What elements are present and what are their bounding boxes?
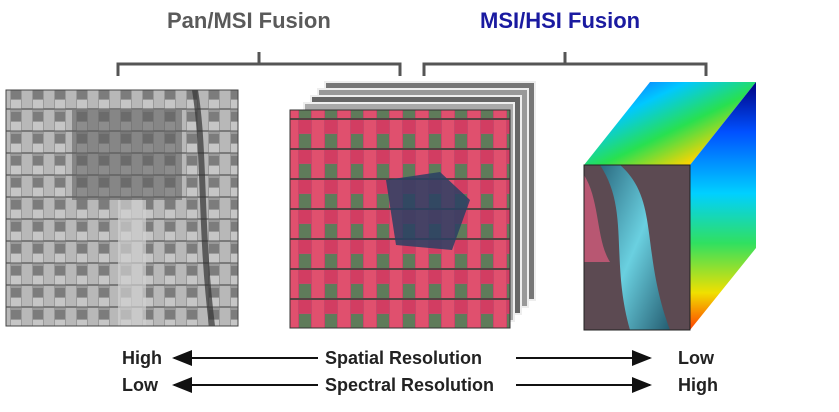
pan-msi-bracket: [116, 52, 402, 76]
panchromatic-image: [5, 89, 239, 327]
spectral-right-label: High: [678, 375, 718, 395]
hyperspectral-cube: [583, 82, 756, 331]
multispectral-image-stack: [289, 81, 536, 329]
pan-msi-fusion-title: Pan/MSI Fusion: [167, 8, 331, 33]
spectral-resolution-label: Spectral Resolution: [325, 375, 495, 395]
spectral-left-label: Low: [122, 375, 158, 395]
spatial-resolution-label: Spatial Resolution: [325, 348, 483, 368]
msi-hsi-fusion-title: MSI/HSI Fusion: [480, 8, 641, 33]
msi-hsi-bracket: [422, 52, 708, 76]
spatial-right-label: Low: [678, 348, 714, 368]
spatial-left-label: High: [122, 348, 162, 368]
